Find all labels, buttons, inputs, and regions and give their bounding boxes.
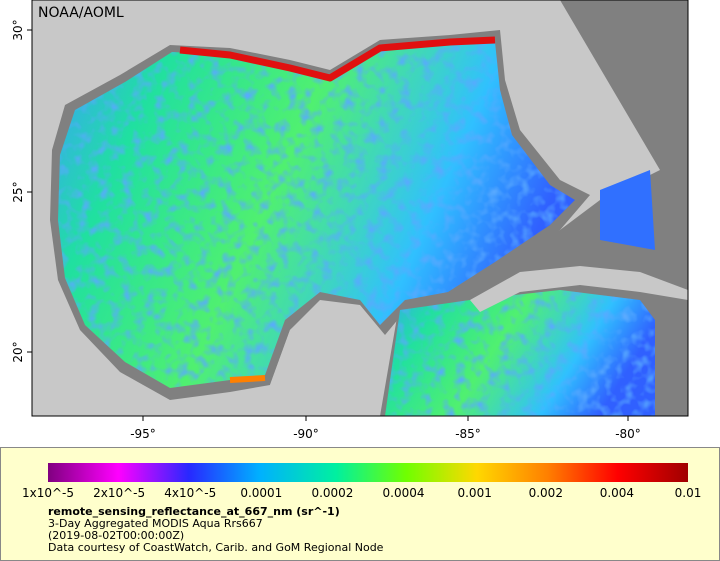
colorbar-label: 0.001 — [457, 486, 491, 500]
data-atlantic — [600, 170, 655, 250]
lon-label: -85° — [455, 427, 481, 441]
coastal-bloom — [229, 375, 266, 383]
colorbar-label: 2x10^-5 — [93, 486, 145, 500]
caption-line: (2019-08-02T00:00:00Z) — [48, 529, 184, 542]
cuba — [470, 266, 688, 312]
attribution: NOAA/AOML — [38, 5, 124, 21]
data-gulf-texture — [58, 42, 575, 388]
lon-label: -95° — [130, 427, 156, 441]
colorbar — [48, 463, 688, 482]
variable-name: remote_sensing_reflectance_at_667_nm (sr… — [48, 505, 340, 518]
lat-label: 20° — [11, 341, 25, 362]
colorbar-label: 4x10^-5 — [164, 486, 216, 500]
colorbar-label: 0.01 — [675, 486, 702, 500]
colorbar-label: 0.0001 — [240, 486, 282, 500]
map: NOAA/AOML — [31, 0, 689, 417]
colorbar-label: 0.0004 — [383, 486, 425, 500]
colorbar-label: 0.0002 — [311, 486, 353, 500]
lon-label: -90° — [293, 427, 319, 441]
lat-label: 30° — [11, 19, 25, 40]
colorbar-label: 0.002 — [529, 486, 563, 500]
legend: 1x10^-5 2x10^-5 4x10^-5 0.0001 0.0002 0.0004 0… — [22, 486, 701, 554]
coastal-bloom — [179, 36, 496, 82]
caption-line: 3-Day Aggregated MODIS Aqua Rrs667 — [48, 517, 263, 530]
colorbar-label: 0.004 — [600, 486, 634, 500]
lat-label: 25° — [11, 181, 25, 202]
map-frame — [31, 0, 689, 417]
yucatan — [270, 302, 385, 416]
axes: 30° 25° 20° -95° -90° -85° -80° — [11, 19, 641, 441]
caption-line: Data courtesy of CoastWatch, Carib. and … — [48, 541, 384, 554]
lon-label: -80° — [615, 427, 641, 441]
data-caribbean-texture — [385, 290, 655, 416]
colorbar-label: 1x10^-5 — [22, 486, 74, 500]
